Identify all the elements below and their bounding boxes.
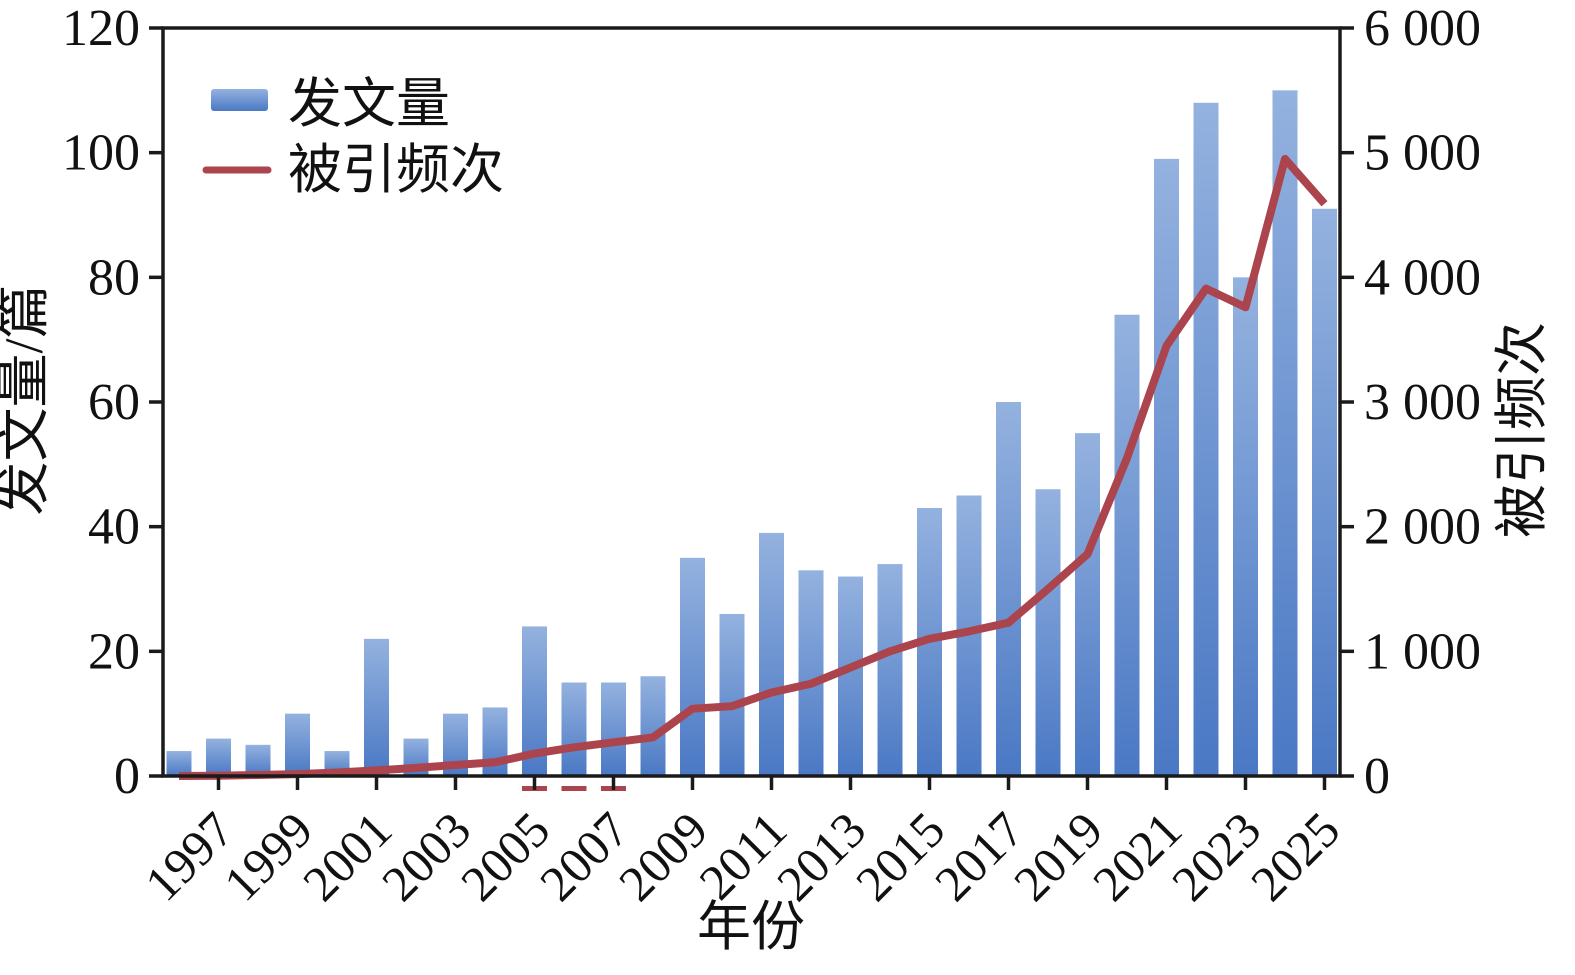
citations-line	[178, 154, 1328, 780]
line-layer	[178, 154, 1328, 780]
bar-1997	[206, 738, 231, 776]
y-right-tick-label: 2 000	[1364, 499, 1481, 556]
y-left-tick-label: 40	[88, 499, 140, 556]
bar-2009	[680, 557, 705, 776]
bar-2020	[1114, 314, 1140, 776]
bar-1998	[245, 744, 271, 776]
x-axis-title: 年份	[697, 897, 805, 957]
line-artifact-layer	[522, 786, 626, 791]
y-left-tick-label: 120	[62, 0, 140, 57]
bar-2025	[1312, 208, 1337, 776]
y-left-tick-label: 80	[88, 249, 140, 306]
bar-2013	[838, 576, 863, 776]
y-left-axis-title: 发文量/篇	[0, 284, 54, 515]
x-tick-label: 2025	[1240, 801, 1350, 911]
line-artifact-dash-2006	[561, 786, 587, 791]
y-left-tick-label: 100	[62, 125, 140, 182]
y-right-axis-title: 被引频次	[1492, 322, 1552, 538]
y-right-tick-label: 6 000	[1364, 0, 1481, 57]
bar-2001	[364, 638, 389, 776]
bar-2011	[759, 532, 784, 776]
bar-2019	[1075, 433, 1100, 776]
bar-2012	[798, 570, 824, 776]
y-left-tick-label: 20	[88, 623, 140, 680]
y-right-tick-label: 5 000	[1364, 125, 1481, 182]
y-right-tick-label: 4 000	[1364, 249, 1481, 306]
bar-2010	[719, 613, 745, 776]
bar-2022	[1193, 102, 1219, 777]
y-right-tick-label: 3 000	[1364, 374, 1481, 431]
bar-2006	[561, 682, 587, 776]
y-right-tick-label: 1 000	[1364, 623, 1481, 680]
bar-2017	[996, 402, 1021, 776]
bar-1999	[285, 713, 310, 776]
bar-1996	[166, 751, 192, 776]
bar-2014	[877, 564, 903, 776]
legend-line-label: 被引频次	[288, 140, 504, 200]
bar-2018	[1035, 489, 1061, 776]
bar-2008	[640, 676, 666, 776]
legend: 发文量 被引频次	[202, 74, 504, 200]
bar-2023	[1233, 277, 1258, 776]
bar-2021	[1154, 158, 1179, 776]
legend-bar-label: 发文量	[288, 74, 450, 134]
y-left-tick-label: 60	[88, 374, 140, 431]
titles-layer: 发文量/篇 被引频次 年份	[0, 284, 1552, 957]
y-right-tick-label: 0	[1364, 748, 1390, 805]
bar-2007	[601, 682, 626, 776]
ticks-layer	[149, 26, 1354, 790]
y-left-tick-label: 0	[114, 748, 140, 805]
legend-bar-swatch	[211, 89, 268, 111]
